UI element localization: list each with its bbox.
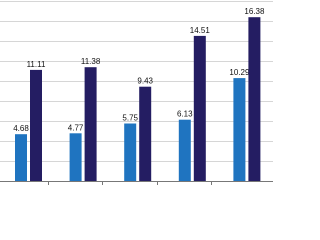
value-label: 10.29 <box>229 68 250 77</box>
value-label: 11.11 <box>27 60 46 69</box>
bar <box>233 78 246 181</box>
value-label: 6.13 <box>177 110 193 119</box>
value-label: 11.38 <box>81 57 101 66</box>
value-label: 5.75 <box>122 114 138 123</box>
bar <box>193 35 206 182</box>
bar <box>69 133 82 181</box>
value-label: 14.51 <box>190 26 211 35</box>
bar <box>84 67 97 181</box>
bar <box>15 134 27 181</box>
value-label: 4.77 <box>68 123 84 132</box>
bar <box>248 17 261 182</box>
bar <box>178 119 191 181</box>
value-label: 9.43 <box>137 77 153 86</box>
chart: 4.68 4.77 5.75 6.13 10.29 11.11 11.38 9.43 14.51… <box>0 1 273 185</box>
bar <box>30 69 42 181</box>
page: 4.68 4.77 5.75 6.13 10.29 11.11 11.38 9.43 14.51… <box>0 1 273 185</box>
bar <box>139 86 152 181</box>
value-label: 16.38 <box>244 7 265 16</box>
bar <box>124 123 137 181</box>
value-label: 4.68 <box>13 124 29 133</box>
